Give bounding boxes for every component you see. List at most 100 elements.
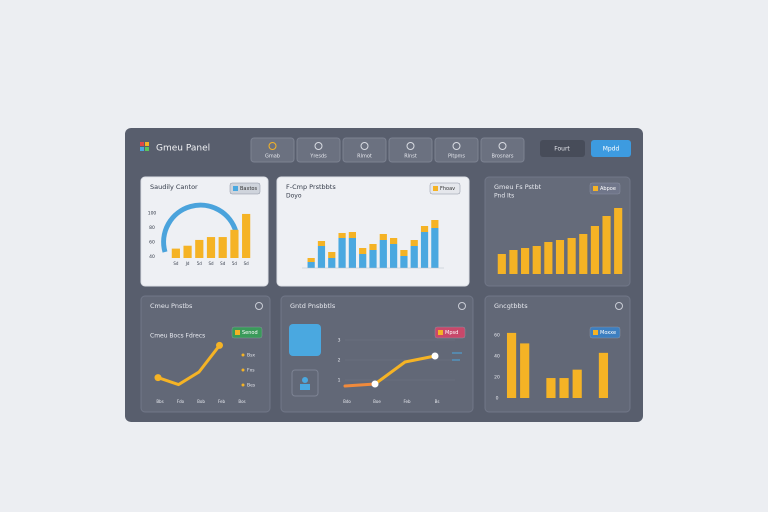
badge-label: Moxxe (600, 330, 616, 336)
bar (521, 248, 530, 274)
x-tick-label: Bos (238, 399, 245, 404)
button[interactable] (591, 140, 631, 157)
y-tick-label: 0 (496, 396, 499, 402)
bar-segment (369, 244, 377, 250)
point (371, 380, 379, 388)
badge-icon (235, 330, 240, 335)
tab-label: Rlmot (357, 154, 372, 160)
bar-segment (390, 244, 398, 268)
panel-title: Gntd Pnsbbtls (290, 302, 336, 310)
point (431, 352, 439, 360)
tab-icon (406, 142, 415, 150)
badge[interactable] (589, 182, 621, 195)
y-tick-label: 2 (338, 358, 341, 364)
x-tick-label: Fdo (177, 399, 185, 404)
badge[interactable] (429, 182, 461, 195)
app-title: Gmeu Panel (156, 144, 210, 154)
badge-label: Baxtos (240, 186, 257, 192)
y-tick-label: 40 (149, 254, 155, 260)
legend-dot (241, 368, 245, 372)
x-tick-label: Bbs (156, 399, 163, 404)
tab-icon (360, 142, 369, 150)
bar (544, 242, 553, 274)
y-tick-label: 60 (494, 333, 500, 339)
line (343, 382, 377, 388)
badge[interactable] (589, 326, 621, 339)
bar (230, 229, 239, 258)
avatar-icon (291, 369, 319, 397)
badge-icon (438, 330, 443, 335)
bar-segment (338, 233, 346, 238)
badge[interactable] (231, 326, 263, 339)
bar (509, 250, 518, 274)
y-tick-label: 3 (338, 338, 341, 344)
tab-icon (314, 142, 323, 150)
bar (579, 234, 588, 274)
y-tick-label: 20 (494, 375, 500, 381)
tab-icon (498, 142, 507, 150)
badge-icon (593, 186, 598, 191)
app-icon (289, 324, 321, 356)
bar-segment (410, 240, 418, 246)
bar-segment (307, 258, 315, 262)
panel (140, 176, 269, 287)
badge-icon (593, 330, 598, 335)
x-tick-label: Sd (173, 261, 179, 266)
tab-icon (268, 142, 277, 150)
avatar-body (300, 384, 310, 390)
x-tick-label: 5d (232, 261, 238, 266)
badge-label: Fhoav (440, 186, 455, 192)
y-tick-label: 100 (148, 211, 157, 217)
bar (242, 213, 251, 258)
y-tick-label: 40 (494, 354, 500, 360)
bar (614, 208, 623, 274)
legend-dot (241, 383, 245, 387)
bar (559, 378, 569, 398)
bar-segment (431, 220, 439, 228)
bar (546, 378, 556, 398)
panel-subtitle: Pnd Its (494, 193, 514, 200)
point (154, 374, 162, 382)
x-tick-label: 5d (197, 261, 203, 266)
x-tick-label: Sd (208, 261, 214, 266)
bar-segment (338, 238, 346, 268)
panel-icon (255, 302, 263, 310)
panel-title: F-Cmp Prstbbts (286, 183, 336, 191)
bar-segment (420, 232, 429, 268)
bar-segment (420, 226, 429, 232)
bar-segment (369, 250, 377, 268)
badge-icon (433, 186, 438, 191)
x-tick-label: Feb (218, 399, 226, 404)
y-tick-label: 60 (149, 240, 155, 246)
x-tick-label: Jd (185, 261, 190, 266)
button[interactable] (540, 140, 585, 157)
bar-segment (400, 250, 408, 256)
tab-icon (452, 142, 461, 150)
badge[interactable] (229, 182, 261, 195)
bar (183, 245, 192, 258)
badge[interactable] (434, 326, 466, 339)
bar-segment (379, 240, 387, 268)
button-label: Mpdd (603, 146, 620, 153)
badge-label: Senod (242, 330, 258, 336)
bar-segment (348, 232, 356, 238)
bar (590, 226, 599, 274)
bar (195, 239, 204, 258)
bar (218, 237, 227, 258)
panel-icon (458, 302, 466, 310)
bar (598, 352, 609, 398)
x-tick-label: Sd (220, 261, 226, 266)
panel-icon (615, 302, 623, 310)
bar (506, 332, 517, 398)
arc-decoration (161, 202, 239, 253)
bar-segment (359, 248, 367, 254)
point (216, 341, 223, 349)
legend-label: Bsx (247, 353, 255, 359)
bar-segment (359, 254, 367, 268)
tab-label: Gmab (265, 154, 280, 160)
y-tick-label: 1 (338, 378, 341, 384)
legend-label: Bes (247, 383, 256, 389)
x-tick-label: Bob (197, 399, 205, 404)
bar-segment (379, 234, 387, 240)
